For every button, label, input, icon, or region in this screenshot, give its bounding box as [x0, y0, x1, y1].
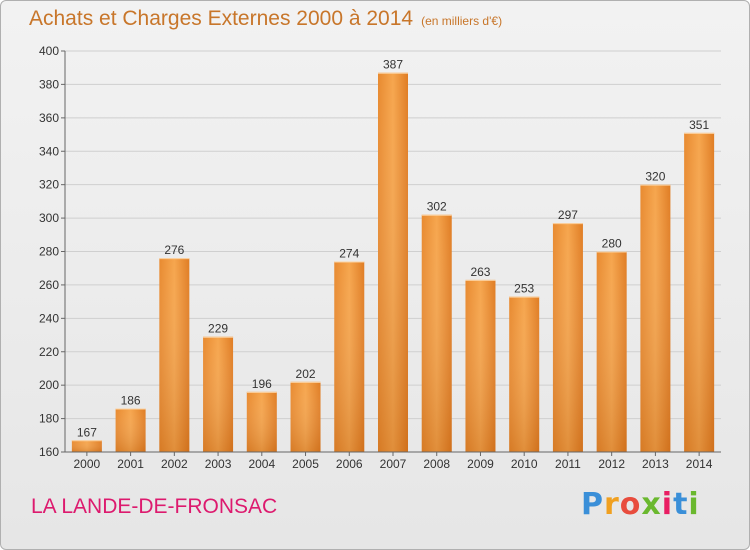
bar-shade-2000: [71, 440, 102, 452]
bar-shade-2003: [203, 336, 234, 452]
value-label-2009: 263: [470, 265, 490, 279]
x-tick-label-2003: 2003: [205, 457, 232, 471]
bar-shade-2013: [640, 184, 671, 452]
value-label-2008: 302: [427, 200, 447, 214]
value-label-2000: 167: [77, 425, 97, 439]
x-tick-label-2004: 2004: [248, 457, 275, 471]
bar-shade-2014: [684, 132, 715, 452]
axes: 160 180 200 220 240 260 280 300 320 340 360 380 400 2…: [39, 44, 721, 471]
bar-shade-2005: [290, 381, 321, 452]
x-tick-label-2000: 2000: [74, 457, 101, 471]
bar-shade-2001: [115, 408, 146, 452]
x-tick-label-2011: 2011: [555, 457, 581, 471]
y-tick-label: 400: [39, 44, 59, 58]
value-label-2001: 186: [121, 394, 141, 408]
value-label-2007: 387: [383, 58, 403, 72]
value-label-2005: 202: [296, 367, 316, 381]
value-label-2003: 229: [208, 322, 228, 336]
chart-unit-note: (en milliers d'€): [421, 14, 503, 28]
y-tick-label: 180: [39, 412, 59, 426]
y-tick-label: 340: [39, 144, 59, 158]
x-tick-label-2010: 2010: [511, 457, 538, 471]
value-label-2004: 196: [252, 377, 272, 391]
value-label-2012: 280: [602, 237, 622, 251]
commune-name: LA LANDE-DE-FRONSAC: [31, 495, 278, 518]
x-tick-label-2009: 2009: [467, 457, 494, 471]
y-tick-label: 380: [39, 77, 59, 91]
bar-shade-2006: [334, 261, 365, 452]
x-tick-label-2008: 2008: [423, 457, 450, 471]
x-tick-label-2005: 2005: [292, 457, 319, 471]
bar-shade-2009: [465, 279, 496, 452]
y-tick-label: 320: [39, 178, 59, 192]
bar-shade-2010: [509, 296, 540, 452]
y-tick-label: 280: [39, 245, 59, 259]
y-tick-label: 300: [39, 211, 59, 225]
y-tick-label: 240: [39, 311, 59, 325]
value-label-2002: 276: [164, 243, 184, 257]
value-label-2011: 297: [558, 208, 578, 222]
bar-shade-2007: [378, 72, 408, 453]
x-tick-label-2006: 2006: [336, 457, 363, 471]
x-tick-label-2002: 2002: [161, 457, 188, 471]
value-label-2010: 253: [514, 282, 534, 296]
chart-title: Achats et Charges Externes 2000 à 2014 (e…: [29, 7, 502, 31]
y-tick-label: 360: [39, 111, 59, 125]
value-label-2013: 320: [645, 170, 665, 184]
bar-shade-2011: [552, 223, 583, 452]
value-label-2006: 274: [339, 247, 359, 261]
x-tick-label-2012: 2012: [598, 457, 625, 471]
bar-shade-2008: [421, 214, 452, 452]
y-tick-label: 160: [39, 445, 59, 459]
x-tick-label-2007: 2007: [380, 457, 407, 471]
y-tick-label: 260: [39, 278, 59, 292]
bar-shade-2012: [596, 251, 627, 452]
y-tick-label: 200: [39, 378, 59, 392]
bar-shade-2002: [159, 258, 190, 452]
value-label-2014: 351: [689, 118, 709, 132]
x-tick-label-2001: 2001: [117, 457, 144, 471]
x-tick-label-2014: 2014: [686, 457, 713, 471]
bar-shade-2004: [246, 391, 277, 452]
bars: 167 186 276 229 196 202 274 387 302 263 253 297 280 3…: [71, 58, 715, 453]
y-tick-label: 220: [39, 345, 59, 359]
proxiti-logo: Proxiti: [581, 487, 700, 522]
x-tick-label-2013: 2013: [642, 457, 669, 471]
chart-title-text: Achats et Charges Externes 2000 à 2014: [29, 7, 414, 30]
